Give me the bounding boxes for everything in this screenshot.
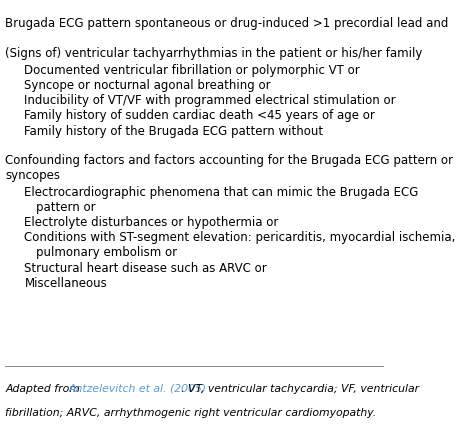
Text: Miscellaneous: Miscellaneous <box>25 276 107 289</box>
Text: (Signs of) ventricular tachyarrhythmias in the patient or his/her family: (Signs of) ventricular tachyarrhythmias … <box>5 47 423 59</box>
Text: Documented ventricular fibrillation or polymorphic VT or: Documented ventricular fibrillation or p… <box>25 64 360 77</box>
Text: Family history of sudden cardiac death <45 years of age or: Family history of sudden cardiac death <… <box>25 109 375 122</box>
Text: Conditions with ST-segment elevation: pericarditis, myocardial ischemia,: Conditions with ST-segment elevation: pe… <box>25 231 456 244</box>
Text: Inducibility of VT/VF with programmed electrical stimulation or: Inducibility of VT/VF with programmed el… <box>25 94 396 107</box>
Text: Electrocardiographic phenomena that can mimic the Brugada ECG: Electrocardiographic phenomena that can … <box>25 185 419 198</box>
Text: Adapted from: Adapted from <box>5 383 83 393</box>
Text: Confounding factors and factors accounting for the Brugada ECG pattern or: Confounding factors and factors accounti… <box>5 153 453 166</box>
Text: Antzelevitch et al. (2005): Antzelevitch et al. (2005) <box>69 383 207 393</box>
Text: Structural heart disease such as ARVC or: Structural heart disease such as ARVC or <box>25 261 267 274</box>
Text: Syncope or nocturnal agonal breathing or: Syncope or nocturnal agonal breathing or <box>25 79 271 92</box>
Text: . VT, ventricular tachycardia; VF, ventricular: . VT, ventricular tachycardia; VF, ventr… <box>181 383 419 393</box>
Text: Electrolyte disturbances or hypothermia or: Electrolyte disturbances or hypothermia … <box>25 216 279 229</box>
Text: syncopes: syncopes <box>5 168 60 181</box>
Text: pattern or: pattern or <box>36 201 96 214</box>
Text: fibrillation; ARVC, arrhythmogenic right ventricular cardiomyopathy.: fibrillation; ARVC, arrhythmogenic right… <box>5 407 376 417</box>
Text: pulmonary embolism or: pulmonary embolism or <box>36 246 177 259</box>
Text: Brugada ECG pattern spontaneous or drug-induced >1 precordial lead and: Brugada ECG pattern spontaneous or drug-… <box>5 16 448 30</box>
Text: Family history of the Brugada ECG pattern without: Family history of the Brugada ECG patter… <box>25 124 324 137</box>
